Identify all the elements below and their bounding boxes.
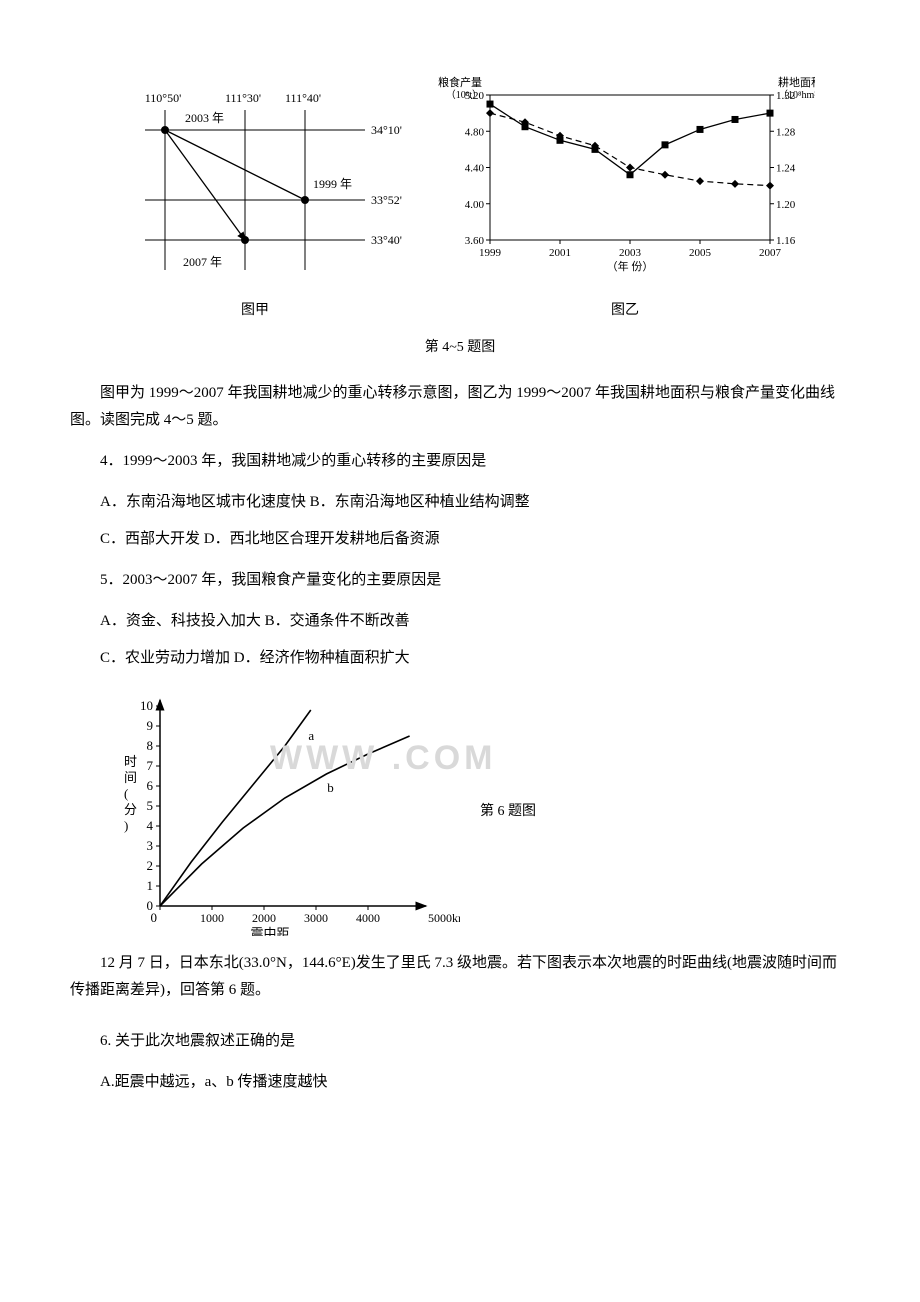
q4-optAB: A．东南沿海地区城市化速度快 B．东南沿海地区种植业结构调整 <box>70 489 850 516</box>
q4-stem: 4．1999～2003 年，我国耕地减少的重心转移的主要原因是 <box>70 448 850 475</box>
svg-text:2007: 2007 <box>759 247 782 259</box>
svg-text:耕地面积: 耕地面积 <box>778 75 815 89</box>
svg-text:8: 8 <box>147 738 154 753</box>
q4-optCD: C．西部大开发 D．西北地区合理开发耕地后备资源 <box>70 526 850 553</box>
svg-text:间: 间 <box>124 770 137 785</box>
svg-text:111°40': 111°40' <box>285 91 321 105</box>
intro-6: 12 月 7 日，日本东北(33.0°N，144.6°E)发生了里氏 7.3 级… <box>70 950 850 1004</box>
svg-text:1.28: 1.28 <box>776 126 796 138</box>
figure-4-5-caption: 第 4~5 题图 <box>70 335 850 360</box>
svg-text:（年 份）: （年 份） <box>607 259 654 273</box>
svg-text:1.16: 1.16 <box>776 235 796 247</box>
svg-text:5: 5 <box>147 798 154 813</box>
figure-6-row: 012345678910100020003000400005000km震中距时间… <box>100 686 850 936</box>
svg-text:1.24: 1.24 <box>776 163 796 175</box>
svg-text:4.40: 4.40 <box>465 163 485 175</box>
q5-optAB: A．资金、科技投入加大 B．交通条件不断改善 <box>70 608 850 635</box>
svg-text:(: ( <box>124 786 128 801</box>
svg-text:10: 10 <box>140 698 153 713</box>
svg-text:7: 7 <box>147 758 154 773</box>
figure-jia: 110°50' 111°30' 111°40' 34°10' 33°52' 33°40' 2… <box>105 70 405 323</box>
svg-text:4000: 4000 <box>356 911 380 925</box>
q5-optCD: C．农业劳动力增加 D．经济作物种植面积扩大 <box>70 645 850 672</box>
svg-text:110°50': 110°50' <box>145 91 182 105</box>
svg-text:a: a <box>308 728 314 743</box>
svg-text:9: 9 <box>147 718 154 733</box>
svg-text:4: 4 <box>147 818 154 833</box>
svg-text:2: 2 <box>147 858 154 873</box>
svg-text:3000: 3000 <box>304 911 328 925</box>
svg-text:1999: 1999 <box>479 247 502 259</box>
svg-text:2007 年: 2007 年 <box>183 255 222 269</box>
svg-text:震中距: 震中距 <box>250 926 289 936</box>
q5-stem: 5．2003～2007 年，我国粮食产量变化的主要原因是 <box>70 567 850 594</box>
svg-text:3: 3 <box>147 838 154 853</box>
figure-jia-svg: 110°50' 111°30' 111°40' 34°10' 33°52' 33°40' 2… <box>105 70 405 280</box>
svg-text:1000: 1000 <box>200 911 224 925</box>
svg-text:时: 时 <box>124 754 137 769</box>
figure-yi: 粮食产量（10⁸t）耕地面积（10⁸hm²）3.604.004.404.805.… <box>435 70 815 323</box>
svg-text:分: 分 <box>124 802 137 817</box>
svg-text:34°10': 34°10' <box>371 123 402 137</box>
figure-yi-svg: 粮食产量（10⁸t）耕地面积（10⁸hm²）3.604.004.404.805.… <box>435 70 815 280</box>
svg-text:2003 年: 2003 年 <box>185 111 224 125</box>
figure-6-svg: 012345678910100020003000400005000km震中距时间… <box>100 686 460 936</box>
svg-text:5.20: 5.20 <box>465 90 485 102</box>
svg-text:4.80: 4.80 <box>465 126 485 138</box>
svg-text:0: 0 <box>151 910 158 925</box>
svg-text:2005: 2005 <box>689 247 712 259</box>
svg-text:): ) <box>124 818 128 833</box>
svg-text:1999 年: 1999 年 <box>313 177 352 191</box>
intro-4-5: 图甲为 1999～2007 年我国耕地减少的重心转移示意图，图乙为 1999～2… <box>70 380 850 434</box>
figure-6-caption: 第 6 题图 <box>480 799 536 824</box>
svg-text:1.20: 1.20 <box>776 199 796 211</box>
q6-stem: 6. 关于此次地震叙述正确的是 <box>70 1028 850 1055</box>
svg-text:粮食产量: 粮食产量 <box>438 75 482 89</box>
svg-text:3.60: 3.60 <box>465 235 485 247</box>
svg-text:2000: 2000 <box>252 911 276 925</box>
svg-text:1.32: 1.32 <box>776 90 795 102</box>
svg-text:2003: 2003 <box>619 247 642 259</box>
svg-text:111°30': 111°30' <box>225 91 261 105</box>
svg-text:1: 1 <box>147 878 154 893</box>
svg-text:33°52': 33°52' <box>371 193 402 207</box>
svg-text:33°40': 33°40' <box>371 233 402 247</box>
svg-text:4.00: 4.00 <box>465 199 485 211</box>
caption-jia: 图甲 <box>105 298 405 323</box>
figure-4-5-row: 110°50' 111°30' 111°40' 34°10' 33°52' 33°40' 2… <box>70 70 850 323</box>
svg-text:2001: 2001 <box>549 247 571 259</box>
svg-text:6: 6 <box>147 778 154 793</box>
caption-yi: 图乙 <box>435 298 815 323</box>
svg-text:5000km: 5000km <box>428 911 460 925</box>
q6-optA: A.距震中越远，a、b 传播速度越快 <box>70 1069 850 1096</box>
svg-text:b: b <box>327 780 334 795</box>
